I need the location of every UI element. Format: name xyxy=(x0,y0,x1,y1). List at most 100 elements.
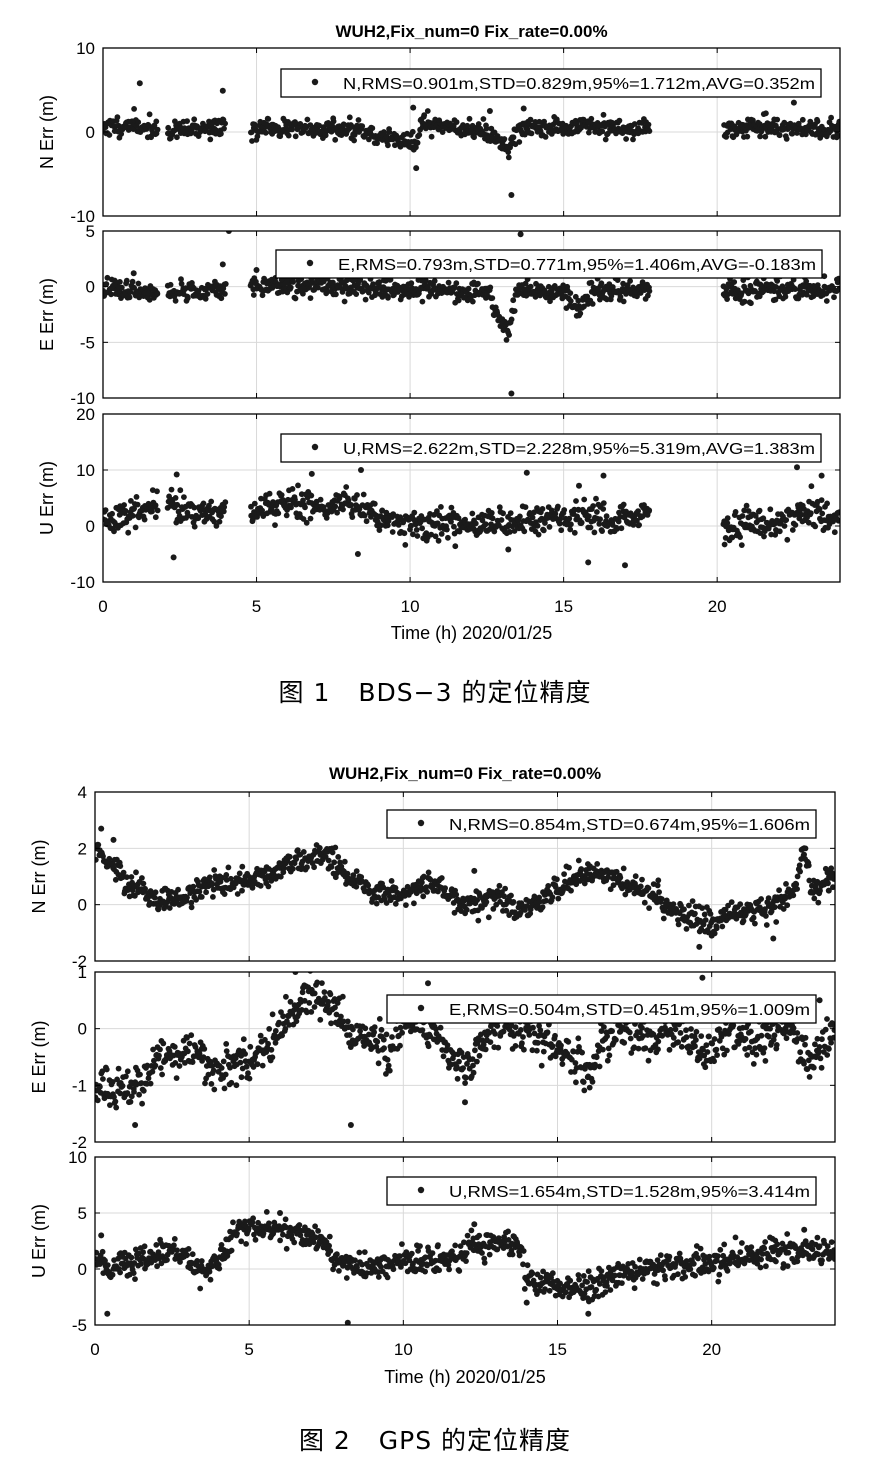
data-point xyxy=(277,1238,283,1244)
data-point xyxy=(623,136,629,142)
data-point xyxy=(502,136,508,142)
data-point xyxy=(529,131,535,137)
data-point xyxy=(175,887,181,893)
data-point xyxy=(567,290,573,296)
data-point xyxy=(561,507,567,513)
data-point xyxy=(550,1043,556,1049)
data-point xyxy=(568,521,574,527)
x-axis-label: Time (h) 2020/01/25 xyxy=(391,623,552,643)
data-point xyxy=(325,999,331,1005)
data-point xyxy=(462,1080,468,1086)
data-point xyxy=(342,299,348,305)
data-point xyxy=(362,1025,368,1031)
data-point xyxy=(238,1060,244,1066)
data-point xyxy=(566,865,572,871)
data-point xyxy=(597,516,603,522)
data-point xyxy=(528,284,534,290)
outlier-point xyxy=(425,980,431,986)
data-point xyxy=(819,1036,825,1042)
data-point xyxy=(385,1275,391,1281)
outlier-point xyxy=(131,270,137,276)
data-point xyxy=(391,1266,397,1272)
data-point xyxy=(673,1026,679,1032)
data-point xyxy=(408,280,414,286)
data-point xyxy=(113,877,119,883)
data-point xyxy=(308,295,314,301)
data-point xyxy=(429,134,435,140)
data-point xyxy=(793,522,799,528)
data-point xyxy=(504,337,510,343)
outlier-point xyxy=(521,106,527,112)
outlier-point xyxy=(487,108,493,114)
data-point xyxy=(199,1258,205,1264)
data-point xyxy=(335,854,341,860)
data-point xyxy=(409,1251,415,1257)
data-point xyxy=(160,1041,166,1047)
data-point xyxy=(173,298,179,304)
data-point xyxy=(513,1043,519,1049)
data-point xyxy=(371,1029,377,1035)
data-point xyxy=(389,1034,395,1040)
data-point xyxy=(347,114,353,120)
data-point xyxy=(714,1047,720,1053)
data-point xyxy=(308,1009,314,1015)
data-point xyxy=(607,1052,613,1058)
data-point xyxy=(825,880,831,886)
data-point xyxy=(222,121,228,127)
data-point xyxy=(646,905,652,911)
data-point xyxy=(619,525,625,531)
outlier-point xyxy=(413,165,419,171)
data-point xyxy=(159,1072,165,1078)
data-point xyxy=(97,1084,103,1090)
data-point xyxy=(764,922,770,928)
data-point xyxy=(452,543,458,549)
data-point xyxy=(752,921,758,927)
data-point xyxy=(209,881,215,887)
data-point xyxy=(326,858,332,864)
data-point xyxy=(128,1099,134,1105)
data-point xyxy=(266,884,272,890)
data-point xyxy=(489,295,495,301)
data-point xyxy=(581,497,587,503)
data-point xyxy=(481,116,487,122)
y-tick-label: 2 xyxy=(78,839,87,858)
data-point xyxy=(181,494,187,500)
data-point xyxy=(95,1097,101,1103)
outlier-point xyxy=(794,464,800,470)
legend-text: U,RMS=2.622m,STD=2.228m,95%=5.319m,AVG=1… xyxy=(343,441,815,458)
data-point xyxy=(425,108,431,114)
data-point xyxy=(815,118,821,124)
data-point xyxy=(576,858,582,864)
data-point xyxy=(293,296,299,302)
data-point xyxy=(221,1059,227,1065)
data-point xyxy=(454,119,460,125)
data-point xyxy=(801,1061,807,1067)
data-point xyxy=(202,1080,208,1086)
data-point xyxy=(290,486,296,492)
data-point xyxy=(365,883,371,889)
data-point xyxy=(836,276,842,282)
data-point xyxy=(301,849,307,855)
outlier-point xyxy=(801,845,807,851)
data-point xyxy=(397,1043,403,1049)
data-point xyxy=(530,1025,536,1031)
data-point xyxy=(302,504,308,510)
data-point xyxy=(627,278,633,284)
data-point xyxy=(578,866,584,872)
data-point xyxy=(280,1232,286,1238)
data-point xyxy=(460,1065,466,1071)
data-point xyxy=(234,1231,240,1237)
data-point xyxy=(617,118,623,124)
data-point xyxy=(361,492,367,498)
data-point xyxy=(153,502,159,508)
data-point xyxy=(684,926,690,932)
data-point xyxy=(601,1024,607,1030)
y-tick-label: -1 xyxy=(72,1076,87,1095)
data-point xyxy=(741,918,747,924)
data-point xyxy=(547,524,553,530)
data-point xyxy=(605,1058,611,1064)
data-point xyxy=(500,510,506,516)
outlier-point xyxy=(132,1122,138,1128)
